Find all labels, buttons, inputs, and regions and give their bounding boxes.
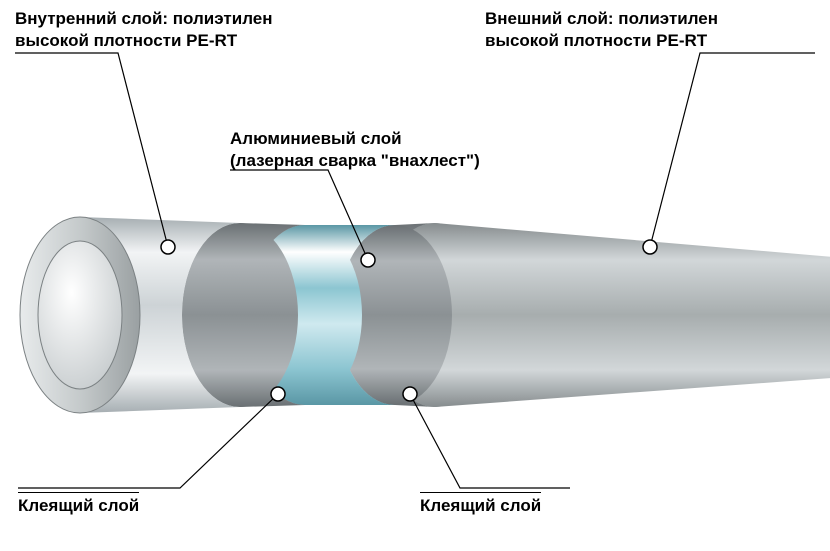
pipe-end-face	[20, 217, 140, 413]
label-aluminum-layer: Алюминиевый слой (лазерная сварка "внахл…	[230, 128, 480, 172]
label-outer-layer: Внешний слой: полиэтилен высокой плотнос…	[485, 8, 718, 52]
label-adhesive-layer-1: Клеящий слой	[18, 492, 139, 517]
label-inner-layer: Внутренний слой: полиэтилен высокой плот…	[15, 8, 273, 52]
label-adhesive-layer-2: Клеящий слой	[420, 492, 541, 517]
pipe-diagram	[15, 210, 830, 430]
